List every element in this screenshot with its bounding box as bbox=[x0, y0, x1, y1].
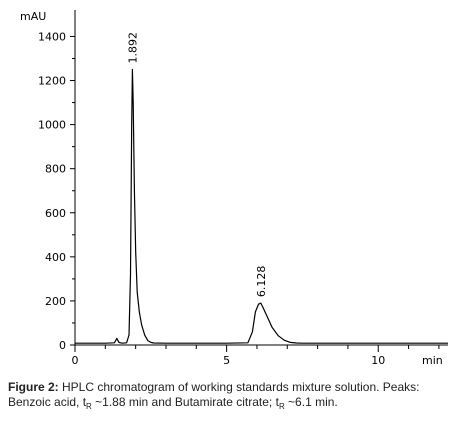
caption-sub-1: R bbox=[86, 402, 92, 411]
plot-area bbox=[75, 68, 448, 344]
y-tick-label: 1400 bbox=[38, 30, 66, 43]
axes bbox=[74, 10, 448, 346]
chromatogram-trace bbox=[75, 68, 448, 344]
peak-label: 6.128 bbox=[255, 266, 268, 298]
y-tick-label: 600 bbox=[45, 207, 66, 220]
y-tick-label: 1200 bbox=[38, 75, 66, 88]
y-tick-label: 1000 bbox=[38, 119, 66, 132]
y-tick-label: 400 bbox=[45, 251, 66, 264]
chromatogram-chart: 0 200 400 600 800 1000 1200 1400 0 5 10 mAU min 1.89… bbox=[20, 10, 448, 367]
x-tick-label: 5 bbox=[223, 354, 230, 367]
caption-text-2: ~1.88 min and Butamirate citrate; t bbox=[91, 395, 279, 409]
caption-text-3: ~6.1 min. bbox=[284, 395, 338, 409]
caption-label: Figure 2: bbox=[8, 380, 59, 394]
figure-caption: Figure 2: HPLC chromatogram of working s… bbox=[8, 380, 460, 411]
y-axis-label: mAU bbox=[20, 10, 46, 23]
y-tick-label: 200 bbox=[45, 295, 66, 308]
caption-sub-2: R bbox=[278, 402, 285, 411]
x-tick-label: 10 bbox=[371, 354, 385, 367]
ticks: 0 200 400 600 800 1000 1200 1400 0 5 10 bbox=[38, 30, 440, 367]
caption-text-1: HPLC chromatogram of working standards m… bbox=[8, 380, 420, 409]
x-axis-label: min bbox=[422, 354, 443, 367]
labels: mAU min 1.892 6.128 bbox=[20, 10, 443, 367]
peak-label: 1.892 bbox=[126, 32, 139, 64]
x-tick-label: 0 bbox=[72, 354, 79, 367]
y-tick-label: 0 bbox=[59, 339, 66, 352]
y-tick-label: 800 bbox=[45, 163, 66, 176]
